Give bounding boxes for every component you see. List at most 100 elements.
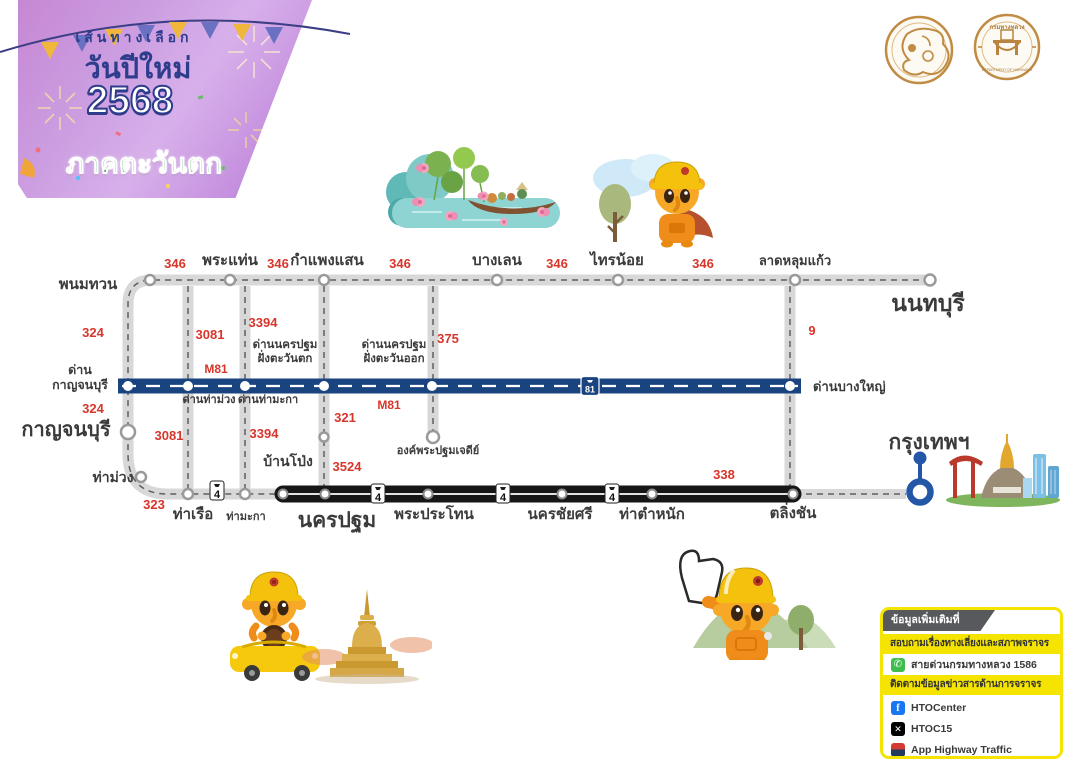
app-label: App Highway Traffic <box>911 743 1012 756</box>
banner-region: ภาคตะวันตก <box>65 148 223 180</box>
banner-line2: วันปีใหม่ <box>84 53 192 85</box>
toll-kan-line1: ด่าน <box>68 363 92 377</box>
town-label-tha-tamnak: ท่าตำหนัก <box>619 506 685 523</box>
x-row: ✕ HTOC15 <box>883 718 1060 739</box>
route-label-346: 346 <box>389 256 411 271</box>
lotus-pond-illustration <box>386 147 560 228</box>
route-label-3394: 3394 <box>249 426 279 441</box>
route4-shield: 4 <box>604 483 620 504</box>
town-label-lat-lum-kaeo: ลาดหลุมแก้ว <box>758 253 832 268</box>
route-label-346: 346 <box>692 256 714 271</box>
bangkok-skyline-illustration <box>946 434 1060 507</box>
garuda-seal <box>884 15 954 85</box>
phone-icon: ✆ <box>891 657 905 672</box>
info-box: ข้อมูลเพิ่มเติมที่ สอบถามเรื่องทางเลี่ยง… <box>880 607 1063 759</box>
town-label-tha-ruea: ท่าเรือ <box>172 506 214 523</box>
town-label-kamphaeng-saen: กำแพงแสน <box>290 252 364 269</box>
app-row: App Highway Traffic <box>883 739 1060 756</box>
giant-swing-icon <box>949 455 983 498</box>
route-label-346: 346 <box>546 256 568 271</box>
facebook-label: HTOCenter <box>911 701 967 714</box>
x-icon: ✕ <box>891 721 905 736</box>
route-label-3524: 3524 <box>332 459 362 474</box>
route-label-3081: 3081 <box>154 428 184 443</box>
svg-text:4: 4 <box>375 492 382 504</box>
toll-np-west-line2: ฝั่งตะวันตก <box>257 352 313 365</box>
town-label-tha-muang: ท่าม่วง <box>92 469 134 485</box>
town-label-bang-len: บางเลน <box>472 252 522 269</box>
route4-shield: 4 <box>370 483 386 504</box>
toll-np-east-line1: ด่านนครปฐม <box>361 339 427 351</box>
landmark-label-phra-pathom-chedi: องค์พระปฐมเจดีย์ <box>396 445 480 457</box>
bunting-flags-decoration <box>0 19 351 59</box>
route-label-346: 346 <box>267 256 289 271</box>
town-label-nakhon-chai-si: นครชัยศรี <box>527 506 593 523</box>
mascot-thumbs-up-illustration <box>679 549 836 660</box>
hotline-label: สายด่วนกรมทางหลวง 1586 <box>911 659 1037 671</box>
toll-label-np-west: ด่านนครปฐม ฝั่งตะวันตก <box>253 339 318 367</box>
svg-text:4: 4 <box>609 492 616 504</box>
town-label-sai-noi: ไทรน้อย <box>590 252 644 269</box>
black-road-nodes <box>277 488 799 500</box>
motorway-toll-nodes <box>123 381 795 391</box>
banner-year: 2568 <box>86 78 175 123</box>
seal-english-text: DEPARTMENT OF HIGHWAYS <box>982 68 1033 72</box>
golden-mount-icon <box>981 434 1033 498</box>
chedi-illustration <box>302 589 432 684</box>
toll-label-kanchanaburi: ด่าน กาญจนบุรี <box>52 363 108 393</box>
toll-label-bang-yai: ด่านบางใหญ่ <box>813 379 886 394</box>
town-label-phra-prathon: พระประโทน <box>394 506 474 523</box>
town-label-ban-pong: บ้านโป่ง <box>263 453 313 469</box>
route-label-m81: M81 <box>204 362 228 376</box>
toll-np-west-line1: ด่านนครปฐม <box>252 339 318 351</box>
skyscrapers-icon <box>1023 454 1059 498</box>
mascot-thumbs-up <box>679 549 779 660</box>
facebook-row: f HTOCenter <box>883 697 1060 718</box>
city-label-nonthaburi: นนทบุรี <box>891 290 965 316</box>
mascot-cape-illustration <box>593 154 713 248</box>
svg-text:4: 4 <box>214 489 221 501</box>
route-label-3394: 3394 <box>248 315 278 330</box>
info-ask-title: สอบถามเรื่องทางเลี่ยงและสภาพจราจร <box>883 634 1060 654</box>
official-seals: กรมทางหลวง DEPARTMENT OF HIGHWAYS <box>884 13 1041 85</box>
info-follow-title: ติดตามข้อมูลข่าวสารด้านการจราจร <box>883 675 1060 695</box>
x-label: HTOC15 <box>911 722 953 735</box>
toll-np-east-line2: ฝั่งตะวันออก <box>363 352 425 365</box>
route-label-346: 346 <box>164 256 186 271</box>
lotus-flowers <box>412 163 550 226</box>
mascot-cape <box>649 161 713 248</box>
top-road-nodes <box>143 273 937 287</box>
department-of-highways-seal: กรมทางหลวง DEPARTMENT OF HIGHWAYS <box>973 13 1041 81</box>
town-label-tha-maka: ท่ามะกา <box>226 511 266 523</box>
toll-kan-line2: กาญจนบุรี <box>52 378 108 392</box>
route4-shield: 4 <box>209 480 225 501</box>
route-label-324: 324 <box>82 325 104 340</box>
tree-icon <box>599 184 631 242</box>
route-label-323: 323 <box>143 497 165 512</box>
motorway81-shield: 81 <box>580 375 600 397</box>
town-label-phanom-thuan: พนมทวน <box>58 276 118 293</box>
city-label-nakhon-pathom: นครปฐม <box>297 509 377 532</box>
toll-label-np-east: ด่านนครปฐม ฝั่งตะวันออก <box>362 339 427 367</box>
mascot-driving-illustration <box>230 571 320 681</box>
route-label-9: 9 <box>808 323 816 338</box>
city-label-kanchanaburi: กาญจนบุรี <box>21 419 111 441</box>
svg-text:81: 81 <box>585 385 595 395</box>
toll-label-tha-muang: ด่านท่าม่วง <box>182 394 236 406</box>
route-label-324: 324 <box>82 401 104 416</box>
route-label-338: 338 <box>713 467 735 482</box>
confetti-decoration <box>20 95 225 188</box>
town-label-phra-thaen: พระแท่น <box>202 252 258 269</box>
route-label-321: 321 <box>334 410 356 425</box>
hotline-row: ✆ สายด่วนกรมทางหลวง 1586 <box>883 654 1060 675</box>
mid-nodes <box>119 423 441 501</box>
location-pin-icon <box>906 451 934 506</box>
toll-label-tha-maka: ด่านท่ามะกา <box>237 394 299 406</box>
route-label-375: 375 <box>437 331 459 346</box>
route-label-m81: M81 <box>377 398 401 412</box>
route-label-3081: 3081 <box>195 327 225 342</box>
seal-thai-text: กรมทางหลวง <box>990 24 1025 31</box>
svg-text:4: 4 <box>500 492 507 504</box>
